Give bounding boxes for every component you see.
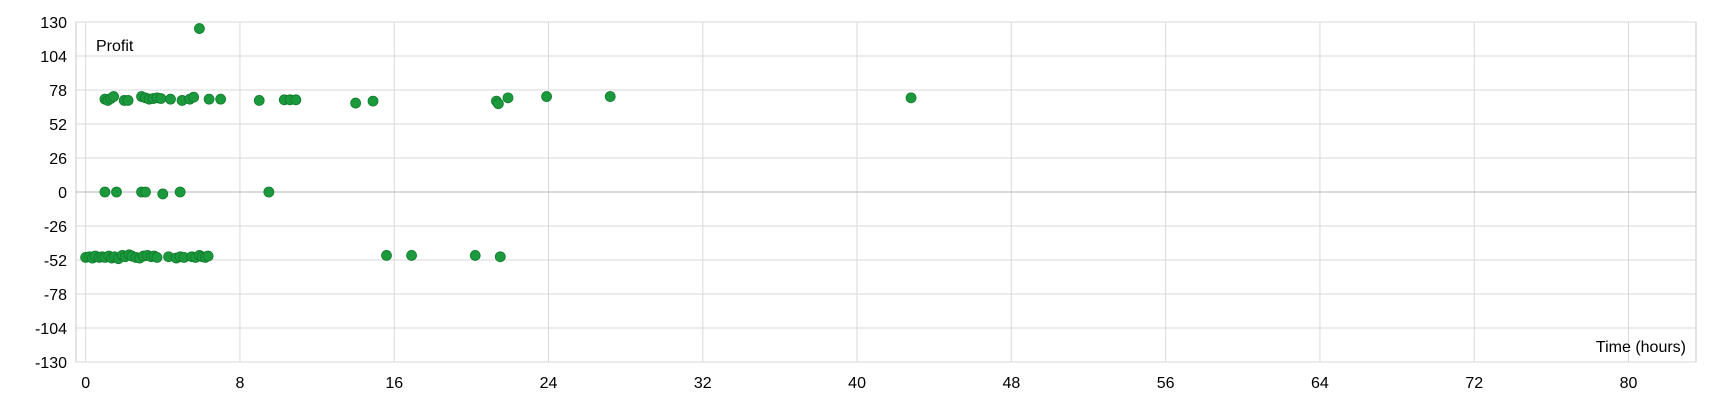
x-tick-label: 80 <box>1620 375 1638 392</box>
data-point <box>350 97 362 109</box>
data-point <box>381 250 392 261</box>
data-point <box>174 186 186 198</box>
y-tick-label: -130 <box>35 355 67 372</box>
data-point <box>203 93 215 105</box>
data-point <box>367 95 379 107</box>
x-axis-title: Time (hours) <box>1596 339 1686 356</box>
x-tick-label: 48 <box>1002 375 1020 392</box>
y-axis-title: Profit <box>96 38 134 55</box>
data-point <box>108 91 120 102</box>
data-point <box>215 93 227 105</box>
data-point <box>502 92 514 104</box>
y-tick-labels: 130 104 78 52 26 0 -26 -52 -78 -104 -130 <box>35 15 67 372</box>
data-point <box>263 186 275 198</box>
horizontal-gridlines <box>76 21 1696 363</box>
y-tick-label: 26 <box>49 151 67 168</box>
y-tick-label: -26 <box>44 219 67 236</box>
x-tick-labels: 0 8 16 24 32 40 48 56 64 72 80 <box>81 375 1637 392</box>
data-point <box>202 250 214 262</box>
data-point <box>140 186 151 198</box>
y-tick-label: -78 <box>44 287 67 304</box>
y-tick-label: 0 <box>58 185 67 202</box>
y-tick-label: -52 <box>44 253 67 270</box>
x-tick-label: 72 <box>1465 375 1483 392</box>
x-tick-label: 0 <box>81 375 90 392</box>
x-tick-label: 56 <box>1157 375 1175 392</box>
x-tick-label: 32 <box>694 375 712 392</box>
data-point <box>494 251 506 263</box>
data-point <box>492 98 504 110</box>
data-point <box>604 91 616 102</box>
data-point <box>469 250 481 261</box>
data-point <box>122 95 134 106</box>
x-tick-label: 16 <box>385 375 403 392</box>
data-point <box>111 186 122 198</box>
data-point <box>905 92 917 104</box>
data-point <box>99 186 111 198</box>
y-tick-label: 104 <box>40 49 67 66</box>
x-tick-label: 40 <box>848 375 866 392</box>
data-point <box>188 91 200 103</box>
data-points <box>80 23 917 265</box>
x-tick-label: 8 <box>235 375 244 392</box>
y-tick-label: 52 <box>49 117 67 134</box>
data-point <box>157 188 169 200</box>
x-tick-label: 64 <box>1311 375 1329 392</box>
data-point <box>541 91 552 102</box>
data-point <box>165 93 176 105</box>
data-point <box>290 94 302 106</box>
data-point <box>406 250 417 261</box>
data-point <box>155 93 167 104</box>
y-tick-label: 78 <box>49 83 67 100</box>
x-tick-label: 24 <box>540 375 558 392</box>
data-point <box>151 251 163 263</box>
y-tick-label: 130 <box>40 15 67 32</box>
data-point <box>253 95 265 106</box>
data-point <box>194 23 205 34</box>
y-tick-label: -104 <box>35 321 67 338</box>
